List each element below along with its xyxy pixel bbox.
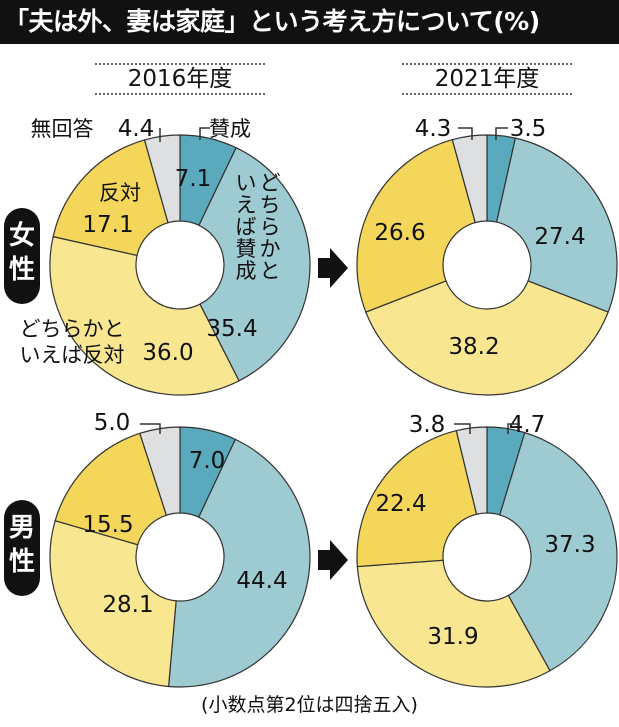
slice-value-label: 17.1 bbox=[82, 212, 133, 238]
category-label-somewhat-favor: ど bbox=[260, 171, 281, 195]
gender-label: 女 bbox=[9, 220, 35, 251]
donut-slice-2-4 bbox=[356, 138, 476, 313]
donut-slice-4-2 bbox=[499, 431, 618, 672]
slice-value-label: 35.4 bbox=[206, 316, 257, 342]
slice-value-label: 22.4 bbox=[375, 491, 426, 517]
donut-chart-1 bbox=[49, 134, 311, 396]
slice-value-label: 7.0 bbox=[189, 448, 226, 474]
category-label-oppose: 反対 bbox=[99, 181, 141, 205]
slice-value-label: 36.0 bbox=[142, 340, 193, 366]
slice-value-label: 3.5 bbox=[510, 116, 547, 142]
category-label-somewhat-favor: ち bbox=[260, 193, 281, 217]
category-label-somewhat-favor: え bbox=[236, 193, 257, 217]
donut-slice-1-2 bbox=[198, 146, 311, 382]
donut-chart-2 bbox=[356, 134, 618, 396]
donut-slice-2-3 bbox=[365, 280, 609, 396]
slice-value-label: 28.1 bbox=[102, 592, 153, 618]
slice-value-label: 4.4 bbox=[118, 116, 155, 142]
slice-value-label: 26.6 bbox=[374, 220, 425, 246]
donut-slice-3-3 bbox=[49, 519, 177, 688]
year-label: 2016年度 bbox=[128, 66, 233, 92]
leader-line bbox=[454, 423, 471, 434]
donut-slice-3-4 bbox=[54, 432, 168, 546]
category-label-no-answer: 無回答 bbox=[31, 117, 94, 141]
slice-value-label: 3.8 bbox=[409, 412, 446, 438]
category-label-somewhat-favor: 賛 bbox=[236, 237, 257, 261]
donut-slice-4-3 bbox=[356, 559, 551, 688]
donut-slice-1-3 bbox=[49, 235, 240, 396]
donut-slice-4-4 bbox=[356, 429, 478, 568]
donut-slice-3-5 bbox=[139, 426, 181, 516]
chart-title: 「夫は外、妻は家庭」という考え方について(%) bbox=[0, 0, 619, 44]
slice-value-label: 7.1 bbox=[175, 166, 212, 192]
category-label-somewhat-favor: い bbox=[236, 171, 257, 195]
gender-label: 性 bbox=[9, 547, 35, 577]
category-label-somewhat-favor: ば bbox=[236, 215, 257, 239]
category-label-somewhat-favor: と bbox=[260, 259, 281, 283]
donut-chart-3 bbox=[49, 426, 311, 688]
donut-slice-1-4 bbox=[52, 139, 169, 257]
right-arrow-icon bbox=[318, 540, 348, 580]
donut-slice-2-2 bbox=[495, 137, 618, 313]
category-label-somewhat-favor: ら bbox=[260, 215, 281, 239]
leader-line bbox=[495, 127, 508, 140]
slice-value-label: 38.2 bbox=[448, 334, 499, 360]
category-label-somewhat-favor: か bbox=[260, 237, 281, 261]
slice-value-label: 44.4 bbox=[236, 568, 287, 594]
gender-badge bbox=[4, 208, 40, 304]
slice-value-label: 37.3 bbox=[544, 532, 595, 558]
slice-value-label: 4.7 bbox=[509, 412, 546, 438]
leader-line bbox=[199, 127, 210, 140]
right-arrow-icon bbox=[318, 248, 348, 288]
slice-value-label: 31.9 bbox=[427, 624, 478, 650]
category-label-somewhat-oppose: どちらかと bbox=[20, 317, 125, 341]
leader-line bbox=[507, 423, 520, 434]
donut-chart-4 bbox=[356, 426, 618, 688]
donut-slice-1-5 bbox=[143, 134, 181, 224]
slice-value-label: 27.4 bbox=[534, 224, 585, 250]
leader-line bbox=[140, 423, 161, 434]
year-label: 2021年度 bbox=[435, 66, 540, 92]
category-label-somewhat-favor: 成 bbox=[236, 259, 257, 283]
donut-slice-4-5 bbox=[455, 426, 488, 515]
slice-value-label: 5.0 bbox=[94, 410, 131, 436]
category-label-somewhat-oppose: いえば反対 bbox=[20, 343, 125, 367]
donut-slice-2-5 bbox=[451, 134, 488, 224]
gender-label: 男 bbox=[9, 513, 35, 543]
donut-slice-3-2 bbox=[167, 438, 311, 688]
footnote: (小数点第2位は四捨五入) bbox=[201, 694, 418, 716]
slice-value-label: 15.5 bbox=[82, 512, 133, 538]
category-label-favor: 賛成 bbox=[209, 117, 251, 141]
slice-value-label: 4.3 bbox=[415, 116, 452, 142]
gender-label: 性 bbox=[9, 255, 35, 285]
leader-line bbox=[458, 127, 473, 140]
gender-badge bbox=[4, 500, 40, 596]
